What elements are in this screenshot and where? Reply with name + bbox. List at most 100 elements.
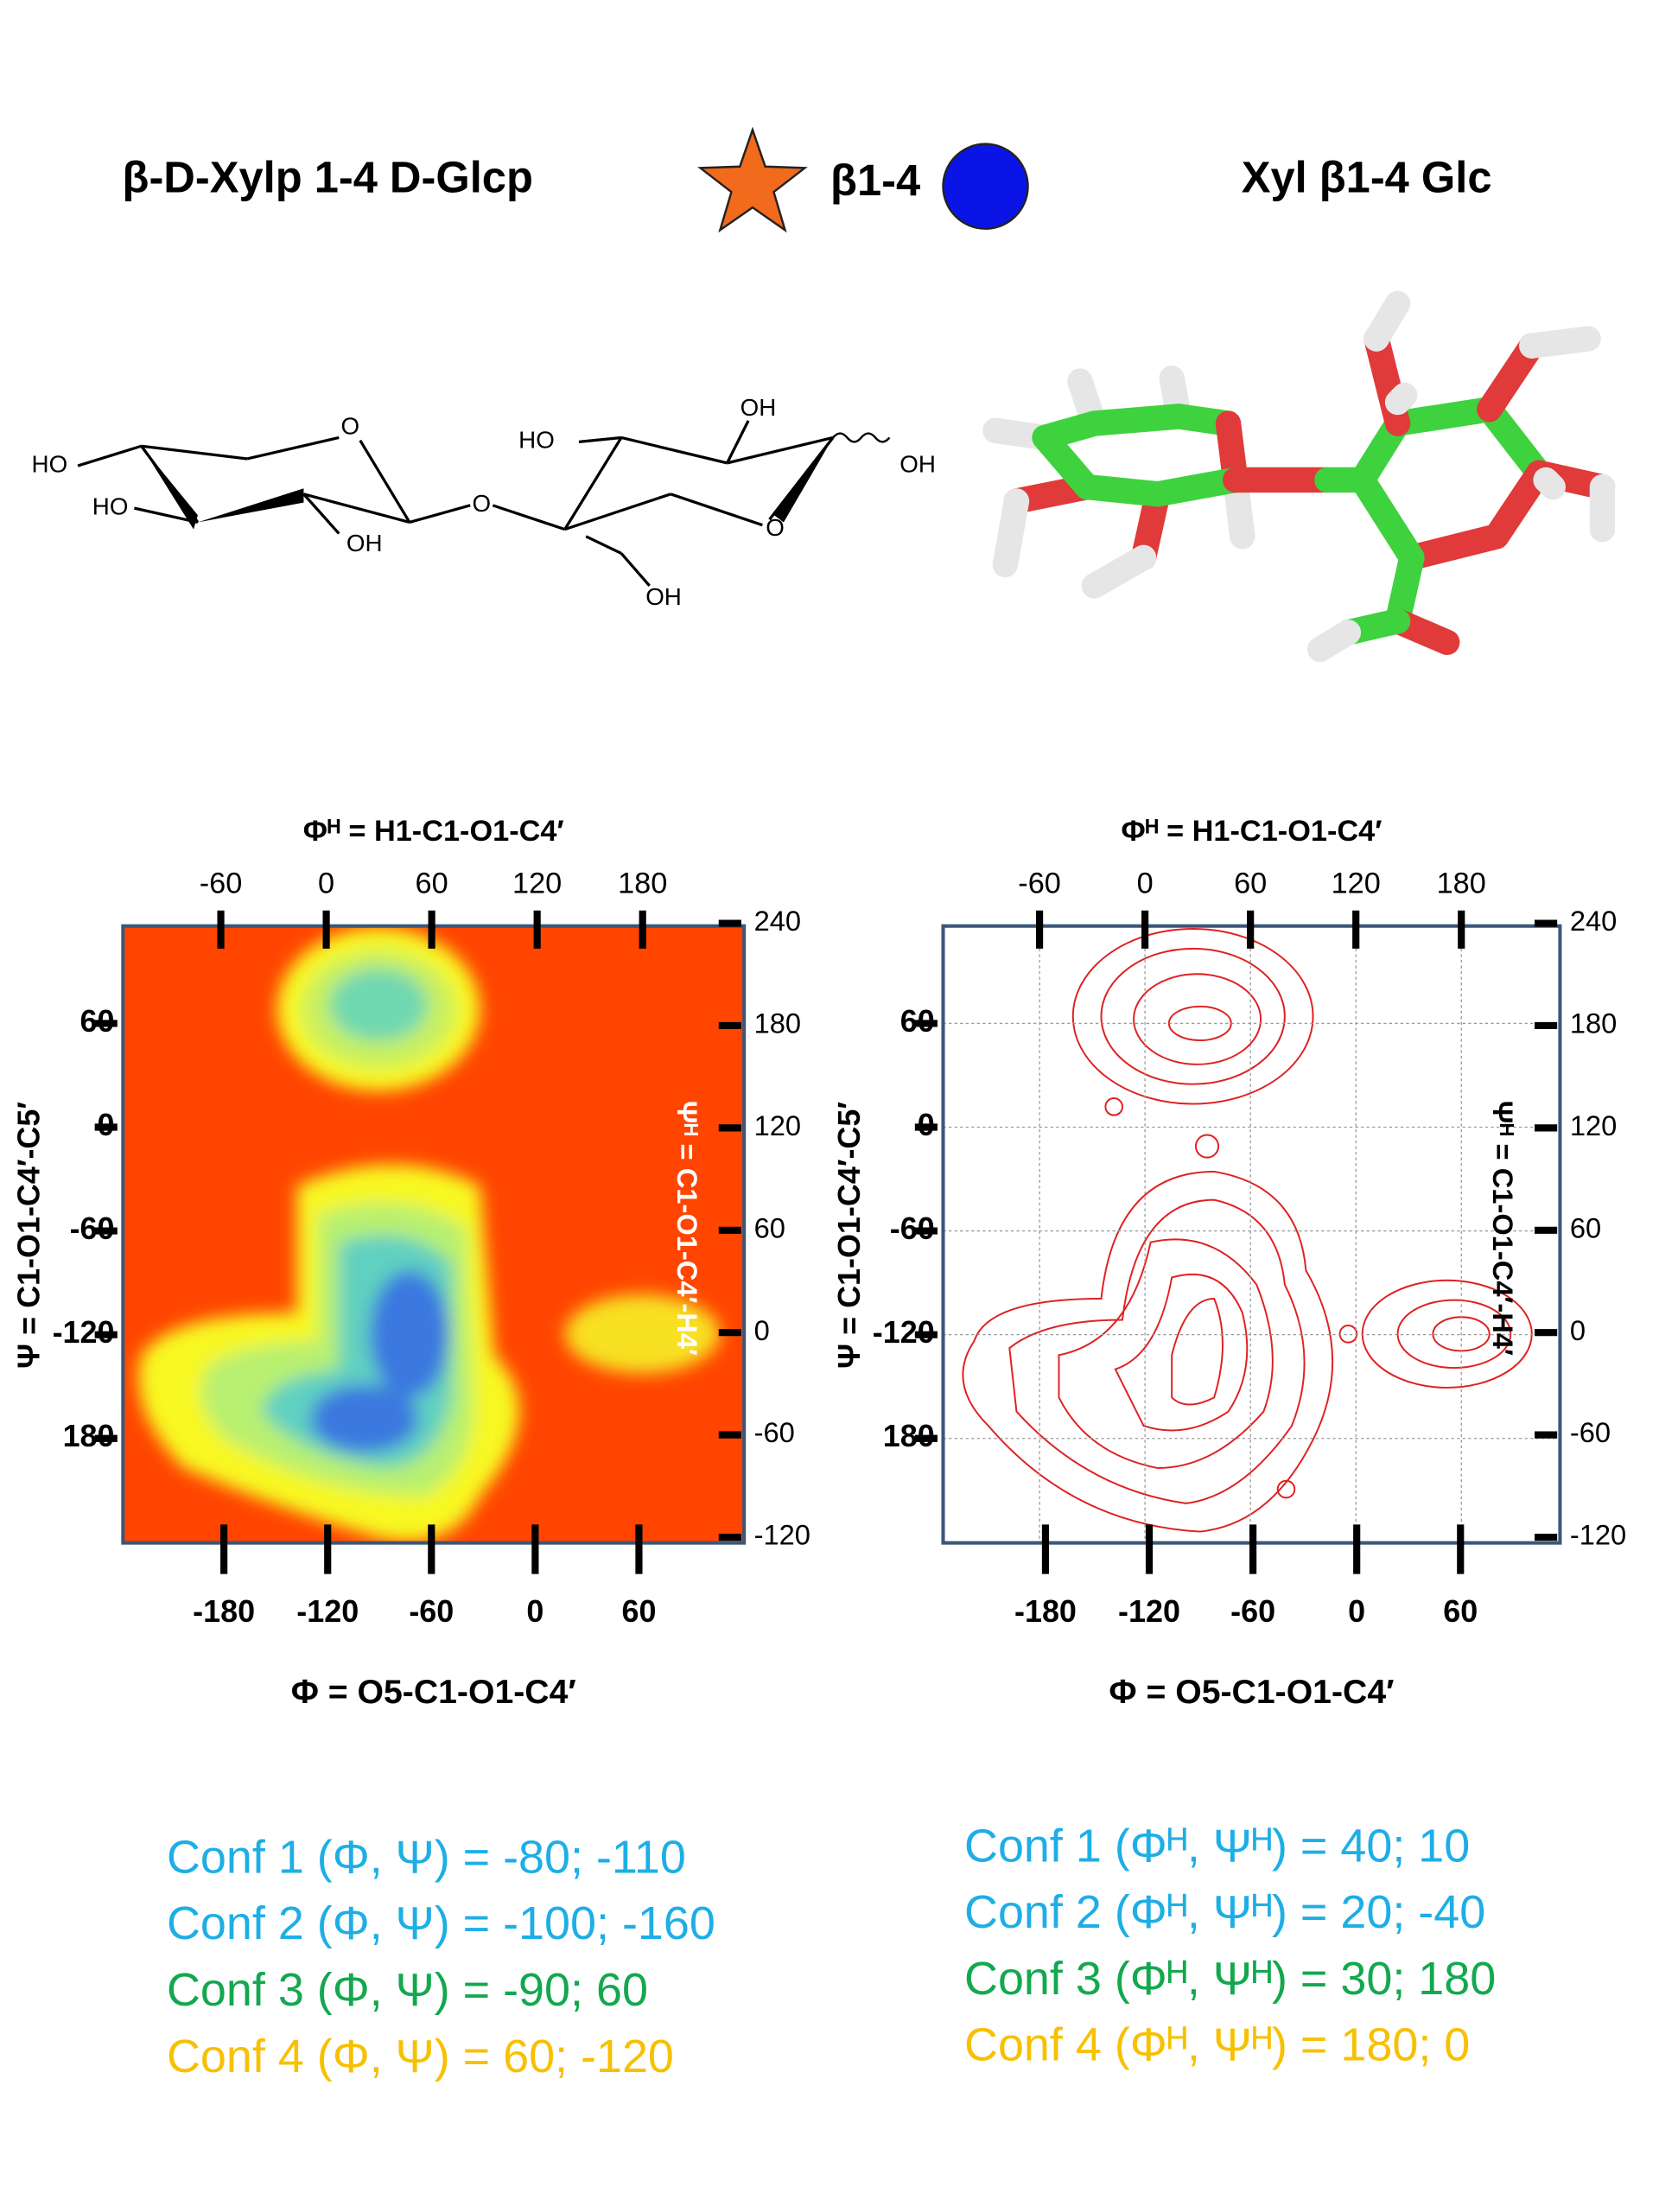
right-axis-label: Ψᴴ = C1-O1-C4′-H4′ bbox=[1487, 1101, 1519, 1356]
atom-label: OH bbox=[645, 583, 682, 610]
right-tick-label: -60 bbox=[1570, 1416, 1611, 1448]
stick-bond bbox=[1384, 397, 1503, 436]
left-tick-label: 0 bbox=[98, 1107, 115, 1142]
stick-bond bbox=[1484, 460, 1552, 550]
bottom-tick-label: 0 bbox=[1348, 1593, 1365, 1629]
atom-label: OH bbox=[741, 394, 777, 421]
stick-bond bbox=[1081, 404, 1192, 436]
bond bbox=[578, 435, 622, 443]
atom-label: OH bbox=[899, 450, 936, 477]
top-axis-label: Φᴴ = H1-C1-O1-C4′ bbox=[303, 815, 564, 848]
stick-bond bbox=[1145, 467, 1249, 507]
right-title: Xyl β1-4 Glc bbox=[1242, 152, 1492, 201]
conformation-line: Conf 3 (Φ, Ψ) = -90; 60 bbox=[167, 1964, 648, 2016]
right-tick-label: 120 bbox=[754, 1109, 802, 1141]
plot-frame bbox=[941, 924, 1562, 1545]
right-tick-label: -60 bbox=[754, 1416, 795, 1448]
stick-bond bbox=[1363, 290, 1411, 352]
stick-bond bbox=[992, 488, 1030, 578]
heatmap bbox=[123, 925, 745, 1543]
circle-symbol bbox=[942, 143, 1029, 230]
top-tick-label: 60 bbox=[416, 867, 448, 899]
star-symbol bbox=[697, 126, 808, 233]
right-tick-label: 0 bbox=[754, 1314, 770, 1346]
top-tick-label: -60 bbox=[200, 867, 243, 899]
bottom-tick-label: 60 bbox=[1443, 1593, 1478, 1629]
stick-bond bbox=[1384, 382, 1418, 416]
bottom-tick-label: -180 bbox=[193, 1593, 255, 1629]
bond bbox=[726, 420, 750, 464]
bond bbox=[563, 436, 623, 531]
left-tick-label: -120 bbox=[53, 1314, 115, 1350]
stick-bond bbox=[1477, 333, 1545, 423]
bond bbox=[141, 444, 248, 461]
bond bbox=[727, 435, 834, 465]
right-tick-label: -120 bbox=[754, 1519, 810, 1551]
atom-label: OH bbox=[346, 530, 383, 556]
right-tick-label: 60 bbox=[754, 1211, 785, 1243]
top-tick-label: 0 bbox=[318, 867, 334, 899]
bond bbox=[620, 435, 728, 465]
right-axis-label: Ψᴴ = C1-O1-C4′-H4′ bbox=[671, 1101, 703, 1356]
bond bbox=[409, 504, 471, 524]
bond-wedge bbox=[197, 488, 304, 523]
left-tick-label: 180 bbox=[883, 1418, 935, 1453]
bond bbox=[134, 506, 199, 524]
conformation-line: Conf 2 (Φᴴ, Ψᴴ) = 20; -40 bbox=[964, 1886, 1485, 1938]
stick-bond bbox=[1307, 620, 1362, 663]
top-tick-label: -60 bbox=[1018, 867, 1061, 899]
bond-wedge bbox=[772, 437, 834, 523]
bond bbox=[620, 552, 651, 588]
atom-label: O bbox=[472, 490, 491, 517]
bond bbox=[564, 493, 671, 531]
right-tick-label: -120 bbox=[1570, 1519, 1626, 1551]
atom-label: O bbox=[341, 412, 360, 439]
left-tick-label: 0 bbox=[918, 1107, 935, 1142]
stick-bond bbox=[1350, 467, 1425, 571]
bottom-axis-label: Φ = O5-C1-O1-C4′ bbox=[291, 1674, 576, 1711]
bottom-tick-label: -120 bbox=[1118, 1593, 1180, 1629]
bond bbox=[77, 444, 143, 467]
bottom-tick-label: -60 bbox=[1230, 1593, 1275, 1629]
atom-label: HO bbox=[92, 493, 129, 519]
right-tick-label: 120 bbox=[1570, 1109, 1618, 1141]
right-tick-label: 180 bbox=[1570, 1007, 1618, 1039]
left-tick-label: 180 bbox=[63, 1418, 115, 1453]
atom-label: O bbox=[766, 514, 785, 541]
right-tick-label: 180 bbox=[754, 1007, 802, 1039]
bond bbox=[302, 493, 340, 535]
left-tick-label: 60 bbox=[80, 1003, 115, 1039]
stick-bond bbox=[1533, 467, 1566, 500]
right-tick-label: 0 bbox=[1570, 1314, 1586, 1346]
top-tick-label: 0 bbox=[1137, 867, 1154, 899]
left-title: β-D-Xylp 1-4 D-Glcp bbox=[123, 152, 533, 201]
bottom-tick-label: -60 bbox=[409, 1593, 454, 1629]
bond bbox=[303, 493, 410, 524]
linkage-label: β1-4 bbox=[830, 156, 920, 205]
bottom-axis-label: Φ = O5-C1-O1-C4′ bbox=[1109, 1674, 1394, 1711]
stick-bond bbox=[1399, 524, 1510, 571]
atom-label: HO bbox=[32, 450, 68, 477]
bond bbox=[670, 493, 763, 527]
bond bbox=[492, 504, 566, 531]
bottom-tick-label: -180 bbox=[1014, 1593, 1077, 1629]
conformation-line: Conf 1 (Φ, Ψ) = -80; -110 bbox=[167, 1831, 686, 1883]
bottom-tick-label: 0 bbox=[526, 1593, 543, 1629]
bond-wedge bbox=[141, 446, 198, 530]
conformation-line: Conf 4 (Φ, Ψ) = 60; -120 bbox=[167, 2031, 674, 2082]
stick-bond bbox=[1032, 424, 1100, 500]
bond bbox=[585, 535, 622, 555]
top-tick-label: 120 bbox=[1332, 867, 1381, 899]
bond-wavy bbox=[832, 432, 891, 443]
left-axis-label: Ψ = C1-O1-C4′-C5′ bbox=[831, 1102, 867, 1369]
conformation-line: Conf 3 (Φᴴ, Ψᴴ) = 30; 180 bbox=[964, 1953, 1496, 2005]
left-axis-label: Ψ = C1-O1-C4′-C5′ bbox=[11, 1102, 47, 1369]
top-axis-label: Φᴴ = H1-C1-O1-C4′ bbox=[1121, 815, 1382, 848]
conformation-line: Conf 4 (Φᴴ, Ψᴴ) = 180; 0 bbox=[964, 2019, 1470, 2071]
top-tick-label: 180 bbox=[618, 867, 667, 899]
bottom-tick-label: 60 bbox=[621, 1593, 656, 1629]
right-tick-label: 60 bbox=[1570, 1211, 1601, 1243]
right-tick-label: 240 bbox=[754, 905, 802, 937]
contour-plot bbox=[962, 927, 1533, 1533]
